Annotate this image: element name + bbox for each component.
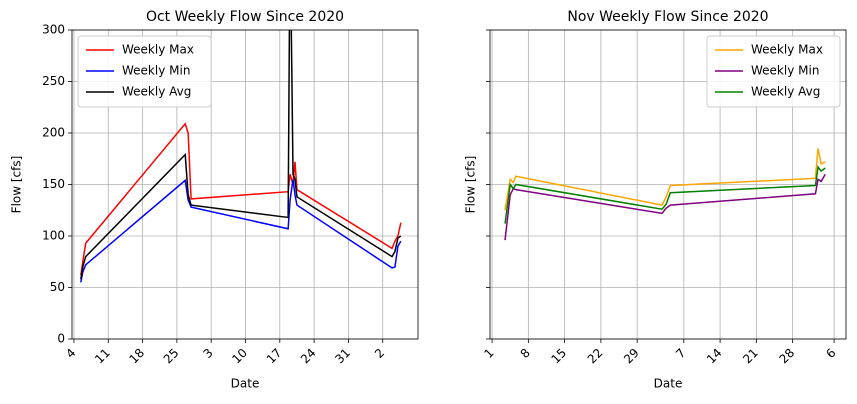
legend: Weekly Max Weekly Min Weekly Avg [77,35,212,108]
legend-label: Weekly Avg [751,85,820,99]
x-tick-label: 4 [63,346,78,361]
subplot: 1 8 15 22 29 7 14 21 28 6 Nov Weekly Flow Since 20… [464,9,847,391]
x-tick-label: 21 [740,346,761,367]
x-tick-label: 10 [229,346,250,367]
y-tick-label: 50 [50,280,65,294]
x-tick-label: 8 [518,346,533,361]
y-tick-label: 200 [42,126,65,140]
legend-label: Weekly Min [751,64,819,78]
series-line [504,148,826,211]
series-line [80,178,402,283]
series-line [80,30,402,280]
legend-label: Weekly Max [122,43,194,57]
x-tick-label: 24 [298,346,319,367]
chart-title: Oct Weekly Flow Since 2020 [146,9,344,25]
legend-box [706,35,841,108]
x-axis-label: Date [231,377,260,391]
subplot: 4 11 18 25 3 10 17 24 31 2 0 50 100 150 200 250 300 Oct W… [10,9,419,391]
y-axis-label: Flow [cfs] [464,156,478,214]
y-tick-label: 100 [42,229,65,243]
x-tick-label: 7 [673,346,688,361]
x-tick-label: 14 [704,346,725,367]
plot-frame [489,29,847,340]
x-tick-label: 17 [264,346,285,367]
chart-title: Nov Weekly Flow Since 2020 [567,9,768,25]
y-tick-label: 150 [42,177,65,191]
legend-label: Weekly Min [122,64,190,78]
plot-frame [71,29,419,340]
x-tick-label: 22 [585,346,606,367]
series-line [504,173,826,241]
series-line [80,122,402,276]
x-tick-label: 1 [481,346,496,361]
x-tick-label: 31 [332,346,353,367]
x-tick-label: 2 [372,346,387,361]
x-tick-label: 6 [823,346,838,361]
x-axis-label: Date [654,377,683,391]
x-tick-label: 25 [161,346,182,367]
legend: Weekly Max Weekly Min Weekly Avg [706,35,841,108]
legend-label: Weekly Avg [122,85,191,99]
series-line [504,165,826,224]
x-tick-label: 15 [549,346,570,367]
y-tick-label: 300 [42,23,65,37]
x-tick-label: 29 [621,346,642,367]
x-tick-label: 11 [92,346,113,367]
y-tick-label: 0 [57,332,65,346]
x-tick-label: 18 [126,346,147,367]
y-tick-label: 250 [42,74,65,88]
x-tick-label: 3 [200,346,215,361]
y-axis-label: Flow [cfs] [10,156,24,214]
legend-box [77,35,212,108]
legend-label: Weekly Max [751,43,823,57]
x-tick-label: 28 [777,346,798,367]
